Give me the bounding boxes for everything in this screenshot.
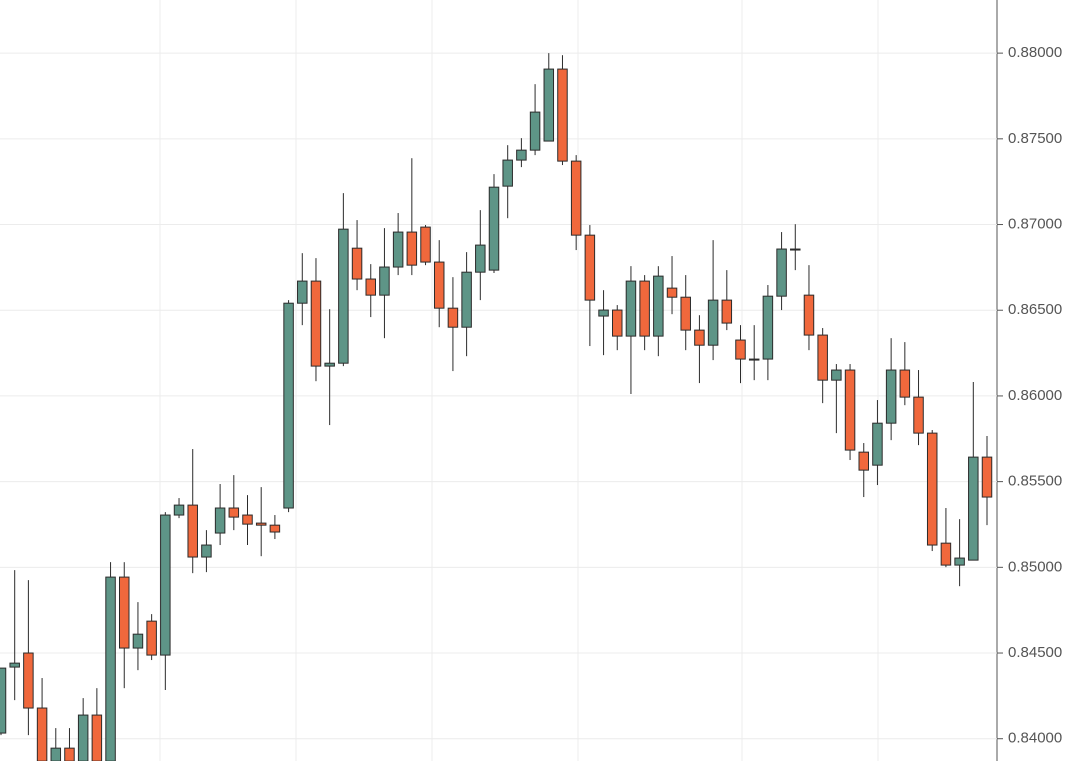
candle-body (557, 68, 568, 162)
candle-body (283, 302, 294, 509)
candle-body (310, 280, 322, 367)
candle-body (543, 68, 555, 142)
candle-body (817, 334, 828, 381)
candle-body (913, 396, 924, 434)
y-tick-label: 0.87000 (1008, 215, 1062, 232)
candle-body (790, 248, 801, 251)
candle-body (776, 248, 787, 297)
candle-body (77, 714, 89, 761)
candle-body (625, 280, 637, 337)
candle-body (803, 294, 815, 336)
candle-body (639, 280, 650, 337)
candle-body (707, 299, 719, 346)
candle-body (132, 633, 144, 649)
candle-body (351, 247, 363, 280)
candle-body (885, 369, 897, 424)
candle-body (269, 524, 281, 533)
candle-body (228, 507, 240, 518)
candle-body (735, 339, 746, 360)
candle-body (694, 329, 705, 346)
candle-body (529, 111, 541, 151)
candle-body (926, 432, 938, 546)
candle-body (461, 271, 472, 328)
candle-body (680, 296, 691, 331)
candle-body (475, 244, 486, 273)
candle-body (23, 652, 34, 709)
candle-body (433, 261, 445, 309)
candle-body (64, 747, 75, 761)
candle-body (187, 504, 198, 558)
candle-body (516, 149, 527, 161)
candle-body (406, 231, 418, 266)
candle-body (488, 186, 500, 271)
vertical-grid (159, 0, 879, 761)
y-tick-label: 0.86500 (1008, 301, 1062, 318)
candle-body (748, 358, 760, 361)
candle-body (447, 307, 459, 328)
candle-body (50, 747, 62, 761)
candle-body (0, 667, 7, 734)
candle-body (872, 422, 883, 466)
candle-body (214, 507, 226, 534)
candle-body (105, 576, 116, 761)
candle-body (584, 234, 596, 301)
candle-body (612, 309, 623, 337)
candle-body (324, 362, 335, 367)
candle-body (201, 544, 212, 558)
candle-body (954, 557, 965, 566)
candle-body (844, 369, 856, 451)
candle-body (653, 275, 664, 337)
candle-body (160, 514, 171, 656)
candle-body (91, 714, 103, 761)
candle-body (242, 514, 253, 525)
y-tick-label: 0.85000 (1008, 558, 1062, 575)
y-tick-label: 0.86000 (1008, 387, 1062, 404)
candle-body (502, 159, 513, 187)
candle-body (379, 266, 390, 296)
candle-body (570, 160, 582, 236)
candle-body (420, 226, 431, 263)
candle-body (338, 228, 349, 364)
candle-body (9, 662, 20, 668)
candle-body (392, 231, 404, 268)
candle-body (36, 707, 48, 761)
candle-body (666, 287, 678, 298)
candle-body (255, 522, 267, 526)
candle-body (858, 451, 869, 471)
candle-body (146, 620, 157, 656)
candle-body (762, 295, 774, 360)
candle-body (598, 309, 609, 317)
y-tick-label: 0.84000 (1008, 730, 1062, 747)
candle-body (119, 576, 130, 649)
candle-body (968, 456, 979, 561)
candle-body (981, 456, 993, 498)
candle-body (365, 278, 376, 296)
candle-body (831, 369, 842, 381)
y-tick-label: 0.88000 (1008, 44, 1062, 61)
y-tick-label: 0.84500 (1008, 644, 1062, 661)
candle-body (173, 504, 185, 516)
candle-body (297, 280, 308, 304)
candle-body (899, 369, 911, 398)
candle-body (940, 542, 952, 566)
candle-body (721, 299, 733, 324)
y-tick-label: 0.87500 (1008, 130, 1062, 147)
y-tick-label: 0.85500 (1008, 473, 1062, 490)
